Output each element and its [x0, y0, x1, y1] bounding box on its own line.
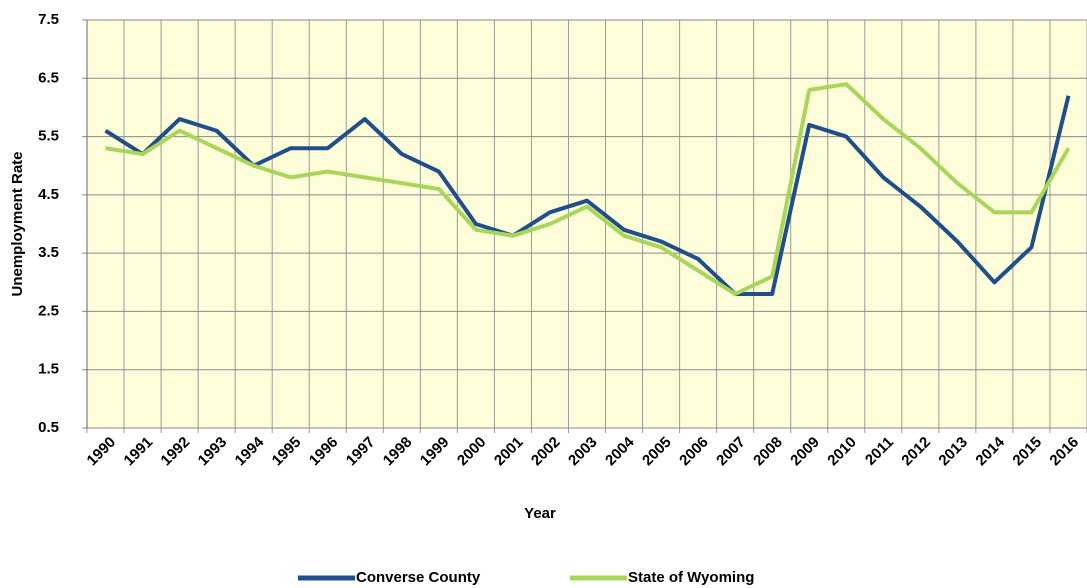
- x-tick-label: 1994: [232, 433, 268, 469]
- y-tick-label: 3.5: [38, 244, 59, 261]
- legend-label: Converse County: [356, 569, 481, 586]
- x-tick-label: 1996: [306, 434, 342, 470]
- x-tick-label: 2007: [713, 434, 749, 470]
- x-tick-label: 1990: [84, 434, 120, 470]
- x-tick-label: 1995: [269, 434, 305, 470]
- y-tick-label: 1.5: [38, 361, 59, 378]
- x-tick-label: 1998: [380, 434, 416, 470]
- y-tick-label: 6.5: [38, 69, 59, 86]
- y-tick-label: 7.5: [38, 11, 59, 28]
- x-tick-label: 1992: [158, 434, 194, 470]
- x-tick-label: 2016: [1046, 434, 1082, 470]
- legend-label: State of Wyoming: [628, 569, 754, 586]
- x-tick-label: 2011: [862, 434, 897, 469]
- x-tick-label: 2013: [935, 434, 971, 470]
- x-tick-label: 2008: [750, 434, 786, 470]
- series-line: [105, 82, 1071, 296]
- plot-area: [87, 20, 1087, 428]
- x-tick-label: 2002: [528, 434, 564, 470]
- y-axis-title: Unemployment Rate: [9, 151, 26, 296]
- y-tick-label: 0.5: [38, 419, 59, 436]
- x-tick-label: 2000: [454, 434, 490, 470]
- x-axis-title: Year: [524, 505, 556, 522]
- y-tick-label: 5.5: [38, 128, 59, 145]
- y-tick-label: 2.5: [38, 302, 59, 319]
- y-tick-label: 4.5: [38, 186, 59, 203]
- series-line: [104, 95, 1071, 296]
- x-tick-label: 2015: [1009, 434, 1045, 470]
- x-tick-label: 2014: [972, 433, 1008, 469]
- x-tick-label: 2012: [898, 434, 934, 470]
- x-tick-label: 2003: [565, 434, 601, 470]
- x-tick-label: 2005: [639, 434, 675, 470]
- x-tick-label: 1993: [195, 434, 231, 470]
- x-tick-label: 2001: [491, 434, 527, 470]
- x-tick-label: 2009: [787, 434, 823, 470]
- x-tick-label: 2006: [676, 434, 712, 470]
- x-tick-label: 1997: [343, 434, 379, 470]
- x-tick-label: 2004: [602, 433, 638, 469]
- x-tick-label: 1999: [417, 434, 453, 470]
- x-tick-label: 2010: [824, 434, 860, 470]
- x-tick-label: 1991: [121, 434, 157, 470]
